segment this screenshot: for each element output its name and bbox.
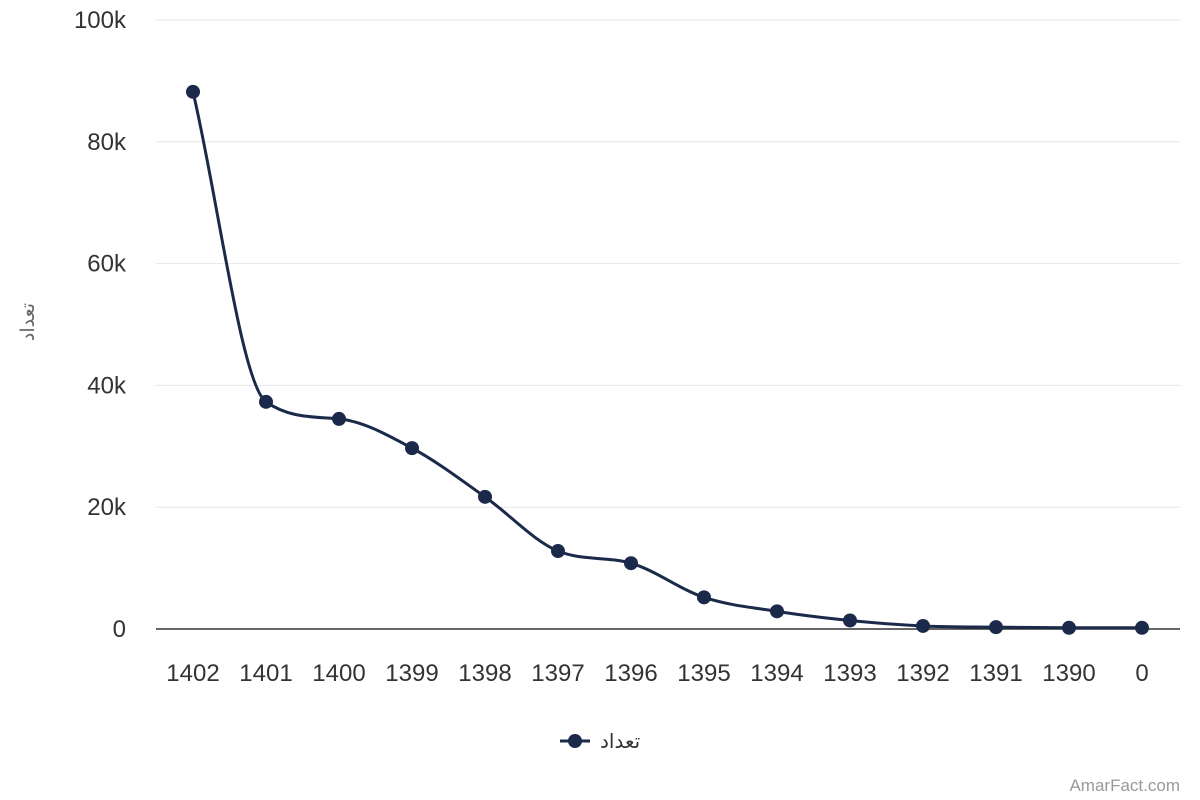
- data-point[interactable]: [1135, 620, 1149, 635]
- x-tick-label: 1390: [1042, 660, 1095, 687]
- x-tick-label: 1393: [823, 660, 876, 687]
- data-point[interactable]: [843, 613, 857, 628]
- x-tick-label: 0: [1135, 660, 1148, 687]
- legend[interactable]: تعداد: [560, 731, 640, 753]
- legend-label: تعداد: [600, 731, 640, 753]
- legend-marker-icon: [568, 734, 582, 748]
- x-tick-label: 1397: [531, 660, 584, 687]
- x-tick-label: 1392: [896, 660, 949, 687]
- data-point[interactable]: [259, 394, 273, 409]
- data-point[interactable]: [551, 544, 565, 559]
- data-point[interactable]: [478, 489, 492, 504]
- grid-lines: [156, 19, 1180, 508]
- x-tick-label: 1399: [385, 660, 438, 687]
- y-tick-label: 100k: [74, 7, 127, 34]
- x-tick-label: 1401: [239, 660, 292, 687]
- y-axis-label: تعداد: [18, 303, 39, 341]
- y-tick-label: 40k: [87, 372, 127, 399]
- x-tick-label: 1394: [750, 660, 803, 687]
- x-tick-label: 1398: [458, 660, 511, 687]
- x-tick-label: 1400: [312, 660, 365, 687]
- x-tick-label: 1402: [166, 660, 219, 687]
- x-tick-label: 1396: [604, 660, 657, 687]
- x-axis-ticks: 1402 1401 1400 1399 1398 1397 1396 1395 1394 1393…: [166, 660, 1148, 687]
- data-point[interactable]: [916, 618, 930, 633]
- series-points: [186, 84, 1149, 635]
- y-tick-label: 80k: [87, 129, 127, 156]
- data-point[interactable]: [624, 556, 638, 571]
- x-tick-label: 1391: [969, 660, 1022, 687]
- data-point[interactable]: [1062, 620, 1076, 635]
- y-axis-ticks: 0 20k 40k 60k 80k 100k: [74, 7, 127, 643]
- data-point[interactable]: [989, 620, 1003, 635]
- y-tick-label: 60k: [87, 251, 127, 278]
- data-point[interactable]: [770, 604, 784, 619]
- y-tick-label: 0: [113, 616, 126, 643]
- y-tick-label: 20k: [87, 494, 127, 521]
- data-point[interactable]: [697, 590, 711, 605]
- data-point[interactable]: [186, 84, 200, 99]
- credit-text[interactable]: AmarFact.com: [1069, 776, 1180, 795]
- data-point[interactable]: [405, 441, 419, 456]
- series-line: [191, 91, 1142, 630]
- data-point[interactable]: [332, 411, 346, 426]
- x-tick-label: 1395: [677, 660, 730, 687]
